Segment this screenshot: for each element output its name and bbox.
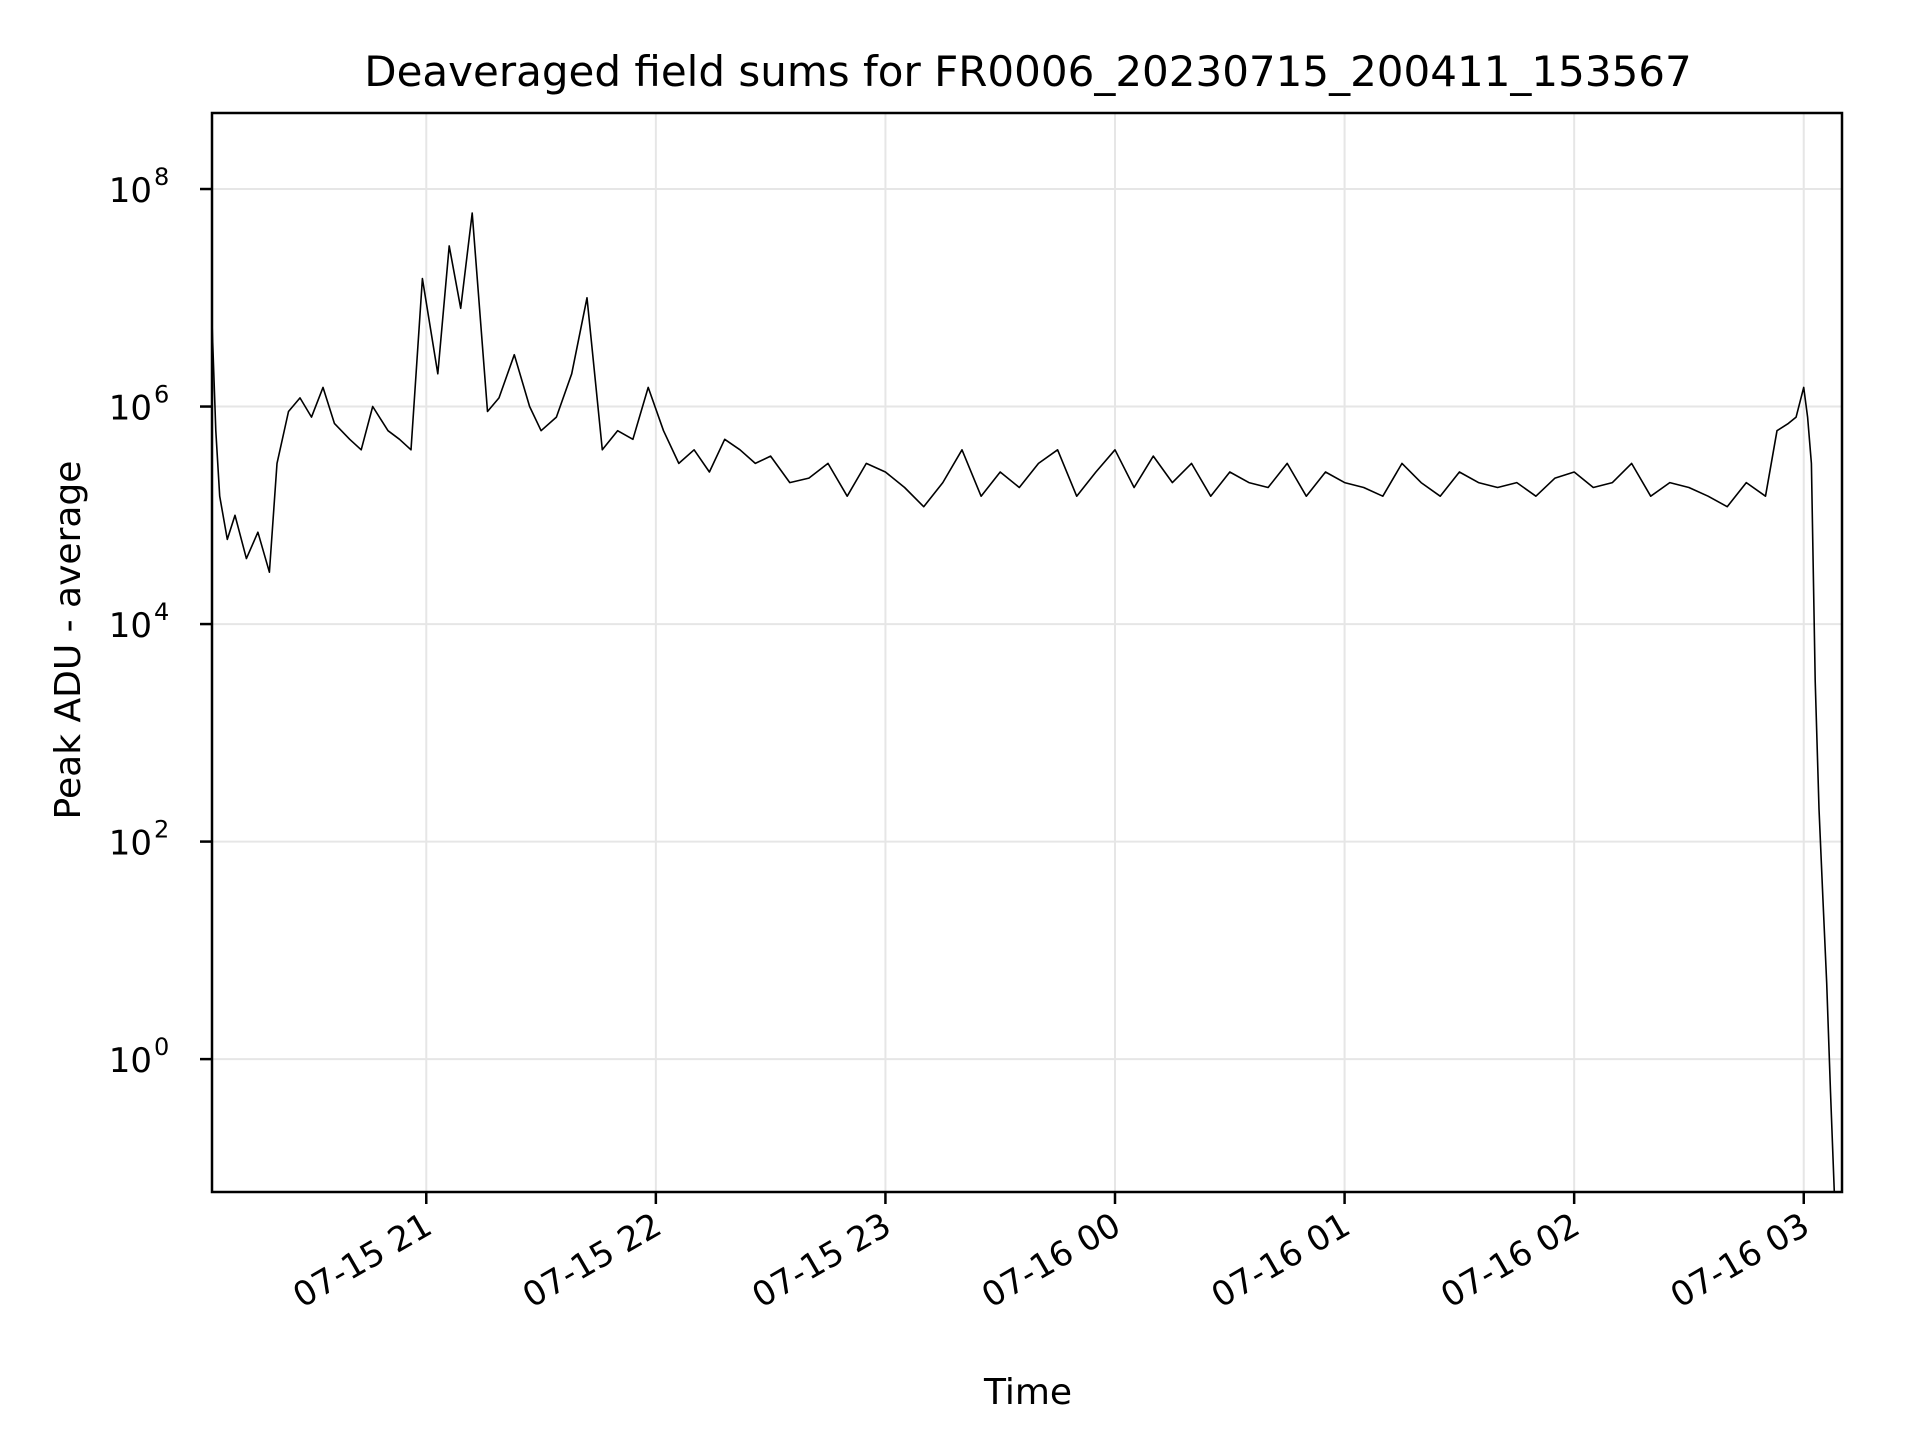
y-tick-label: 10 (109, 171, 152, 211)
y-tick-label: 10 (109, 824, 152, 864)
y-tick-exponent: 8 (154, 163, 169, 191)
y-tick-label: 10 (109, 389, 152, 429)
y-axis-label: Peak ADU - average (48, 461, 89, 820)
y-tick-exponent: 2 (154, 816, 169, 844)
chart-title: Deaveraged field sums for FR0006_2023071… (364, 47, 1692, 96)
plot-frame (210, 111, 1844, 1194)
y-tick-exponent: 4 (154, 598, 169, 626)
y-tick-label: 10 (109, 1041, 152, 1081)
grid (212, 113, 1842, 1192)
y-tick-exponent: 0 (154, 1033, 169, 1061)
y-tick-label: 10 (109, 606, 152, 646)
y-tick-exponent: 6 (154, 381, 169, 409)
series-line (211, 212, 1836, 1193)
series-group (211, 212, 1836, 1193)
x-axis-label: Time (983, 1372, 1072, 1413)
